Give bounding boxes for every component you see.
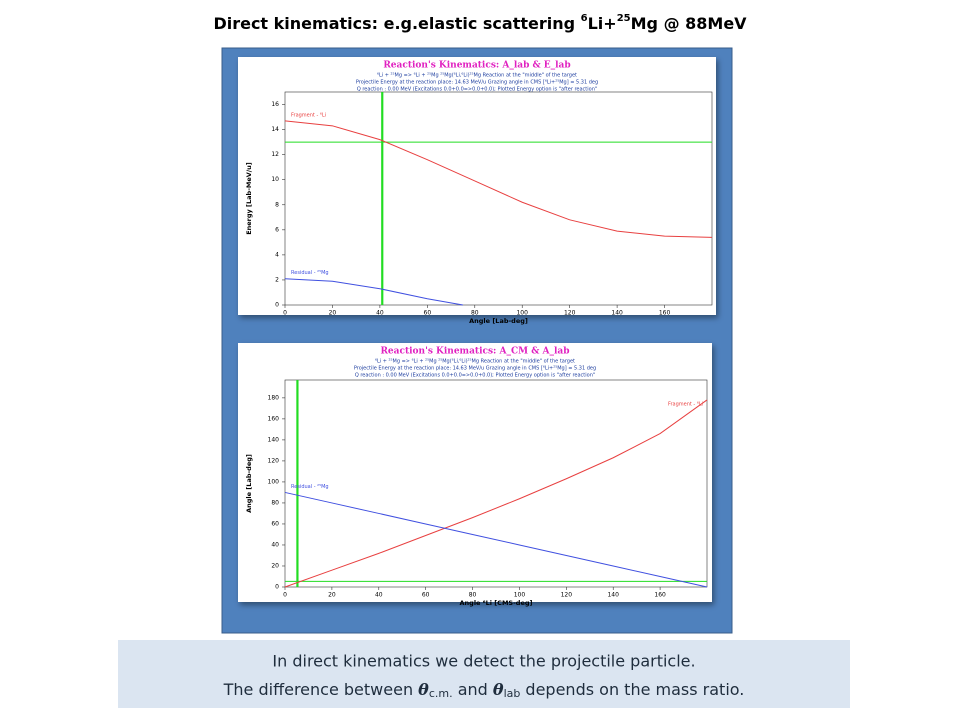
y-tick-label: 8: [275, 201, 279, 208]
plot-area: [284, 91, 713, 306]
y-tick-label: 4: [275, 251, 279, 258]
title-part: Direct kinematics: e.g.elastic scatterin…: [213, 14, 580, 33]
caption-line: In direct kinematics we detect the proje…: [272, 652, 695, 671]
series-line: [284, 399, 708, 588]
chart-subtitle: Projectile Energy at the reaction place:…: [356, 80, 598, 86]
y-tick-label: 160: [268, 415, 280, 422]
y-tick-label: 120: [268, 457, 280, 464]
caption-sub: c.m.: [429, 687, 453, 700]
y-tick-label: 180: [268, 394, 280, 401]
y-tick-label: 80: [271, 499, 279, 506]
y-tick-label: 140: [268, 436, 280, 443]
y-tick-label: 20: [271, 562, 279, 569]
chart-frame: [238, 57, 716, 315]
y-tick-label: 12: [271, 151, 279, 158]
x-axis-label: Angle ⁶Li [CMS-deg]: [460, 599, 533, 607]
x-tick-label: 80: [471, 310, 479, 317]
legend-label: Residual - ²⁵Mg: [291, 270, 329, 276]
x-tick-label: 160: [659, 310, 671, 317]
series-line: [284, 278, 464, 306]
caption-box: [118, 640, 850, 708]
legend-label: Fragment - ⁶Li: [668, 401, 703, 407]
x-tick-label: 0: [283, 592, 287, 599]
chart-frame: [238, 343, 712, 602]
chart-subtitle: Q reaction : 0.00 MeV (Excitations 0.0+0…: [355, 373, 595, 379]
legend-label: Residual - ²⁵Mg: [291, 484, 329, 490]
caption-part: and: [453, 680, 493, 699]
x-tick-label: 40: [376, 310, 384, 317]
x-tick-label: 60: [424, 310, 432, 317]
chart-subtitle: Q reaction : 0.00 MeV (Excitations 0.0+0…: [357, 87, 597, 93]
series-line: [284, 491, 708, 588]
y-tick-label: 100: [268, 478, 280, 485]
title-part: Li+: [588, 14, 617, 33]
x-tick-label: 140: [607, 592, 619, 599]
plot-area: [284, 379, 708, 588]
chart-subtitle: ⁶Li + ²⁵Mg => ⁶Li + ²⁵Mg ²⁵Mg(⁶Li,⁶Li)²⁵…: [375, 359, 575, 365]
theta: θ: [418, 680, 429, 699]
chart-title: Reaction's Kinematics: A_lab & E_lab: [383, 61, 570, 71]
legend-label: Fragment - ⁶Li: [291, 112, 326, 118]
x-tick-label: 80: [469, 592, 477, 599]
caption-line: The difference between θc.m. and θlab de…: [223, 680, 745, 701]
y-tick-label: 60: [271, 520, 279, 527]
chart-title: Reaction's Kinematics: A_CM & A_lab: [380, 347, 569, 357]
y-axis-label: Energy [Lab-MeV/u]: [245, 162, 253, 235]
title-sup: 6: [581, 13, 588, 24]
y-tick-label: 2: [275, 276, 279, 283]
x-tick-label: 120: [564, 310, 576, 317]
caption-part: The difference between: [223, 680, 419, 699]
title-sup: 25: [617, 13, 631, 24]
y-tick-label: 10: [271, 176, 279, 183]
x-tick-label: 40: [375, 592, 383, 599]
x-tick-label: 100: [514, 592, 526, 599]
x-tick-label: 20: [329, 310, 337, 317]
y-tick-label: 0: [275, 302, 279, 309]
title-part: Mg @ 88MeV: [631, 14, 748, 33]
x-tick-label: 20: [328, 592, 336, 599]
x-tick-label: 60: [422, 592, 430, 599]
series-line: [284, 120, 713, 238]
chart-subtitle: Projectile Energy at the reaction place:…: [354, 366, 596, 372]
x-tick-label: 100: [516, 310, 528, 317]
y-tick-label: 16: [271, 101, 279, 108]
x-tick-label: 0: [283, 310, 287, 317]
slide-title: Direct kinematics: e.g.elastic scatterin…: [213, 13, 747, 33]
theta: θ: [493, 680, 504, 699]
x-tick-label: 140: [611, 310, 623, 317]
charts: Reaction's Kinematics: A_lab & E_lab ⁶Li …: [245, 61, 713, 607]
x-axis-label: Angle [Lab-deg]: [469, 317, 528, 325]
y-tick-label: 40: [271, 541, 279, 548]
y-tick-label: 14: [271, 126, 279, 133]
chart-subtitle: ⁶Li + ²⁵Mg => ⁶Li + ²⁵Mg ²⁵Mg(⁶Li,⁶Li)²⁵…: [377, 73, 577, 79]
y-tick-label: 0: [275, 584, 279, 591]
caption-sub: lab: [504, 687, 521, 700]
y-tick-label: 6: [275, 226, 279, 233]
x-tick-label: 160: [654, 592, 666, 599]
caption-part: depends on the mass ratio.: [520, 680, 744, 699]
x-tick-label: 120: [561, 592, 573, 599]
y-axis-label: Angle [Lab-deg]: [245, 454, 253, 513]
